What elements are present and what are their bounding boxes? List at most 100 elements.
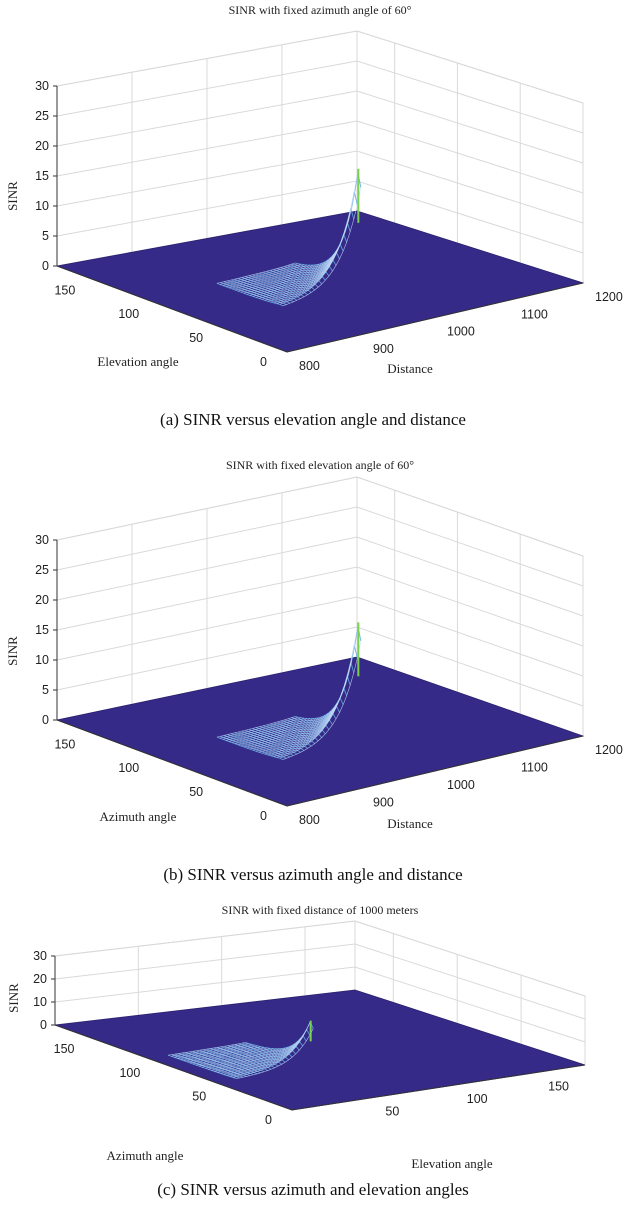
y-axis-label: Elevation angle [411,1156,492,1171]
mesh-line [205,1048,283,1069]
z-tick-label: 15 [35,623,49,637]
mesh-line [267,682,347,756]
y-tick-label: 1000 [447,778,475,792]
mesh-line [225,264,305,287]
mesh-line [261,244,341,300]
z-gridline [54,966,586,1043]
y-ticks: 800 900 1000 1100 1200 [299,743,623,827]
mesh-line [267,229,347,302]
y-tick-label: 1200 [595,743,623,757]
mesh-line [228,718,308,742]
mesh-line [174,1043,252,1058]
mesh-line [226,1033,305,1076]
z-axis-label: SINR [6,983,21,1013]
mesh-line [249,259,329,296]
x-tick-label: 50 [189,331,203,345]
surface-plot-b: SINR with fixed elevation angle of 60° 3… [5,458,623,831]
mesh-line [234,264,314,291]
y-tick-label: 150 [548,1080,569,1094]
mesh-line [211,1046,289,1071]
z-gridline [56,30,584,104]
y-axis-label: Distance [387,361,433,376]
mesh-line [189,1047,268,1064]
y-tick-label: 100 [467,1092,488,1106]
y-tick-label: 900 [373,796,394,810]
floor-edge [56,719,584,807]
mesh-line [167,1054,237,1080]
mesh-line [258,249,338,299]
mesh-line [282,640,362,760]
chart-title: SINR with fixed azimuth angle of 60° [229,3,412,17]
mesh-line [252,257,332,297]
peak-mesh [216,168,362,307]
mesh-line [168,1042,246,1056]
y-tick-label: 1100 [521,761,548,775]
mesh-line [225,717,305,741]
z-tick-label: 5 [42,229,49,243]
y-tick-label: 1100 [521,307,548,321]
z-tick-label: 30 [35,79,49,93]
mesh-line [255,707,335,752]
peak-mesh [216,622,362,760]
caption-a: (a) SINR versus elevation angle and dist… [160,410,466,429]
mesh-line [231,718,311,743]
z-tick-label: 10 [35,199,49,213]
mesh-line [235,1028,314,1079]
chart-title: SINR with fixed distance of 1000 meters [222,903,419,917]
mesh-line [220,1040,299,1074]
x-tick-label: 150 [54,737,75,751]
mesh-line [195,1048,274,1066]
y-tick-label: 800 [299,813,320,827]
floor-edge [54,1024,586,1111]
mesh-line [240,263,320,293]
mesh-line [228,264,308,289]
mesh-line [237,264,317,292]
mesh-line [219,263,299,285]
panel-a: SINR with fixed azimuth angle of 60° 30 2… [0,0,626,395]
mesh-line [246,715,326,749]
x-ticks: 150 100 50 0 [54,1042,272,1127]
mesh-line [243,262,323,294]
z-gridline [56,566,584,647]
mesh-line [219,716,299,739]
y-tick-label: 900 [373,342,394,356]
z-gridline [56,536,584,617]
mesh-line [217,1043,295,1073]
mesh-line [216,262,296,284]
z-tick-label: 0 [40,1018,47,1032]
mesh-line [183,1046,261,1061]
mesh-line [177,1044,255,1059]
mesh-line [198,1048,277,1067]
z-tick-label: 10 [35,653,49,667]
mesh-line [237,717,317,746]
z-ticks: 30 25 20 15 10 5 0 [35,533,57,727]
panel-c: SINR with fixed distance of 1000 meters … [0,900,626,1175]
x-tick-label: 50 [192,1089,206,1103]
z-gridline [56,506,584,587]
chart-title: SINR with fixed elevation angle of 60° [226,458,414,472]
z-tick-label: 25 [35,109,49,123]
peak-mesh [167,1020,314,1080]
mesh-line [249,713,329,750]
mesh-line [264,237,344,301]
surface-plot-c: SINR with fixed distance of 1000 meters … [6,903,586,1171]
floor-edge [56,265,584,353]
z-gridline [56,476,584,557]
x-axis-label: Elevation angle [97,354,178,369]
mesh-line [222,263,302,286]
y-tick-label: 1000 [447,325,475,339]
z-ticks: 30 20 10 0 [33,949,55,1032]
y-ticks: 800 900 1000 1100 1200 [299,290,623,373]
z-gridline [54,920,586,997]
z-ticks: 30 25 20 15 10 5 0 [35,79,57,273]
z-tick-label: 30 [35,533,49,547]
y-tick-label: 1200 [595,290,623,304]
z-tick-label: 20 [35,593,49,607]
z-axis-label: SINR [5,181,20,211]
z-axis-label: SINR [5,636,20,666]
x-tick-label: 50 [189,785,203,799]
y-axis-label: Distance [387,816,433,831]
x-ticks: 150 100 50 0 [54,283,267,369]
z-tick-label: 0 [42,259,49,273]
mesh-line [252,710,332,751]
